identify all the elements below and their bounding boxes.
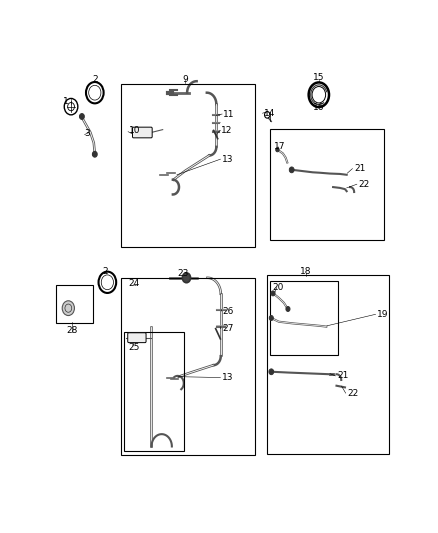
Bar <box>270 129 384 240</box>
Text: 22: 22 <box>347 389 359 398</box>
Text: 26: 26 <box>223 306 234 316</box>
Text: 2: 2 <box>103 266 109 276</box>
Circle shape <box>80 114 84 119</box>
Circle shape <box>182 273 191 282</box>
Text: 1: 1 <box>63 97 68 106</box>
Bar <box>270 281 338 356</box>
Text: 18: 18 <box>300 266 312 276</box>
Text: 9: 9 <box>183 75 188 84</box>
Text: 22: 22 <box>359 180 370 189</box>
Bar <box>121 278 255 455</box>
Text: 2: 2 <box>92 75 98 84</box>
Circle shape <box>290 167 294 173</box>
Bar <box>57 285 93 322</box>
Text: 10: 10 <box>129 126 140 135</box>
Text: 23: 23 <box>177 269 189 278</box>
Text: 13: 13 <box>222 373 233 382</box>
Bar <box>121 84 255 247</box>
Text: 11: 11 <box>223 109 234 118</box>
Text: 20: 20 <box>272 283 283 292</box>
Text: 19: 19 <box>377 310 389 319</box>
Text: 3: 3 <box>85 129 90 138</box>
FancyBboxPatch shape <box>128 333 146 343</box>
Text: 21: 21 <box>354 164 366 173</box>
FancyBboxPatch shape <box>132 127 152 138</box>
Text: 17: 17 <box>274 142 286 151</box>
Text: 24: 24 <box>129 279 140 288</box>
Bar <box>124 332 184 450</box>
Circle shape <box>271 291 275 296</box>
Circle shape <box>276 148 279 152</box>
Bar <box>267 276 389 454</box>
Text: 16: 16 <box>313 102 325 111</box>
Text: 21: 21 <box>337 372 349 381</box>
Text: 27: 27 <box>222 324 233 333</box>
Circle shape <box>269 316 273 320</box>
Circle shape <box>92 151 97 157</box>
Circle shape <box>286 306 290 311</box>
Text: 14: 14 <box>264 109 276 118</box>
Text: 15: 15 <box>313 73 325 82</box>
Text: 25: 25 <box>129 343 140 352</box>
Circle shape <box>62 301 74 316</box>
Text: 12: 12 <box>221 126 233 135</box>
Text: 13: 13 <box>222 155 233 164</box>
Text: 28: 28 <box>66 326 78 335</box>
Circle shape <box>269 369 274 375</box>
